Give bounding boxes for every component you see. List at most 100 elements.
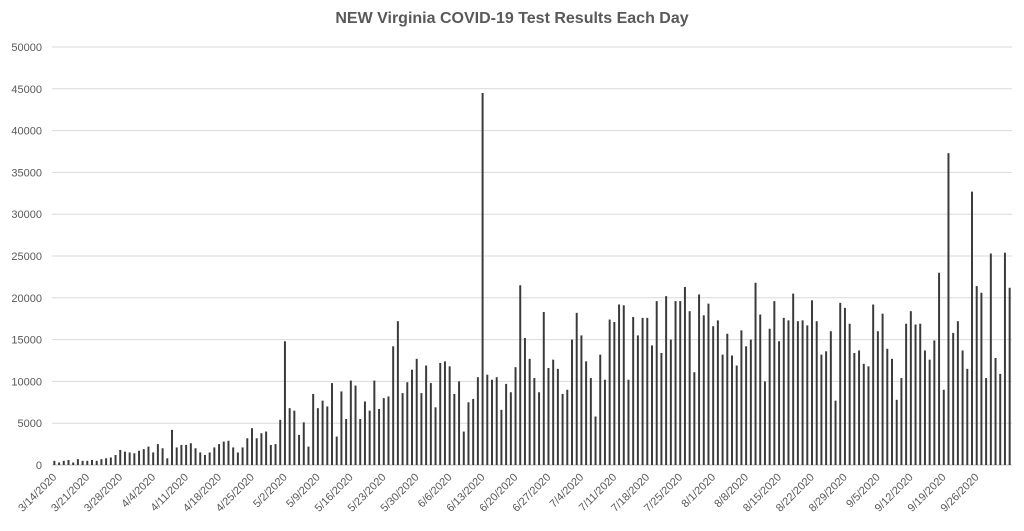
bar <box>58 462 61 465</box>
bar <box>321 400 324 465</box>
bar <box>514 367 517 465</box>
bar <box>613 322 616 465</box>
bar <box>458 381 461 465</box>
bar <box>646 317 649 465</box>
y-tick-label: 30000 <box>11 209 42 221</box>
bar <box>203 454 206 465</box>
bar <box>307 446 310 465</box>
bar <box>928 359 931 465</box>
bar <box>288 408 291 465</box>
bar <box>876 331 879 465</box>
bar <box>575 312 578 465</box>
bar <box>109 457 112 465</box>
bar <box>698 294 701 465</box>
bar <box>241 447 244 465</box>
bar <box>787 320 790 465</box>
bar <box>152 452 155 465</box>
bar <box>679 301 682 465</box>
bar <box>232 447 235 465</box>
bar <box>67 459 70 465</box>
bar <box>222 441 225 465</box>
x-tick-labels: 3/14/20203/21/20203/28/20204/4/20204/11/… <box>16 471 981 514</box>
y-tick-label: 0 <box>36 460 42 472</box>
bar <box>726 333 729 465</box>
bar <box>476 377 479 465</box>
bar <box>895 399 898 465</box>
bar <box>820 354 823 465</box>
bar <box>382 398 385 465</box>
bar <box>495 377 498 465</box>
bar <box>213 447 216 465</box>
bar <box>396 321 399 465</box>
bar <box>180 444 183 465</box>
bar <box>283 341 286 465</box>
bar <box>189 443 192 465</box>
y-tick-label: 10000 <box>11 376 42 388</box>
bar <box>147 446 150 465</box>
bar <box>161 448 164 465</box>
bar <box>782 317 785 465</box>
bar <box>599 354 602 465</box>
bar <box>829 331 832 465</box>
bar <box>763 381 766 465</box>
bar <box>618 304 621 465</box>
bar <box>811 300 813 465</box>
bar <box>806 325 809 465</box>
bar <box>909 311 912 465</box>
bar <box>114 454 117 465</box>
bar <box>425 365 428 465</box>
bar <box>665 296 668 465</box>
bar <box>881 313 884 465</box>
bar <box>961 350 964 465</box>
bar <box>119 449 122 465</box>
bar <box>500 409 503 465</box>
bar <box>269 444 272 465</box>
bar <box>509 392 512 465</box>
bars <box>53 92 1011 466</box>
bar <box>862 363 865 465</box>
bar <box>406 382 409 465</box>
bar <box>627 379 630 465</box>
bar <box>302 422 305 465</box>
bar <box>712 326 715 465</box>
bar <box>622 305 625 465</box>
bar <box>298 434 301 465</box>
bar <box>218 444 221 465</box>
bar <box>199 452 202 465</box>
bar <box>340 391 343 465</box>
bar <box>839 302 842 465</box>
bar <box>255 438 258 465</box>
bar <box>420 393 423 465</box>
bar <box>858 350 861 465</box>
bar <box>867 366 870 465</box>
bar <box>594 416 597 465</box>
bar <box>552 359 555 465</box>
bar <box>994 357 997 465</box>
bar <box>91 459 93 465</box>
bar <box>891 358 893 465</box>
bar <box>608 319 611 465</box>
bar <box>745 346 748 465</box>
y-tick-label: 45000 <box>11 84 42 96</box>
bar <box>716 320 719 465</box>
bar <box>171 429 173 465</box>
bar <box>843 307 846 465</box>
bar <box>589 378 592 465</box>
bar <box>636 335 639 465</box>
bar <box>952 332 955 465</box>
bar <box>373 380 376 465</box>
bar <box>439 363 442 465</box>
bar <box>561 393 564 465</box>
chart-title: NEW Virginia COVID-19 Test Results Each … <box>335 10 689 27</box>
bar <box>768 328 771 465</box>
bar <box>274 444 277 465</box>
bar <box>749 339 752 465</box>
bar <box>53 460 56 465</box>
bar <box>571 339 573 465</box>
bar <box>359 419 362 465</box>
bar <box>236 452 239 465</box>
bar <box>999 373 1002 465</box>
bar <box>740 330 743 465</box>
bar <box>505 383 508 465</box>
